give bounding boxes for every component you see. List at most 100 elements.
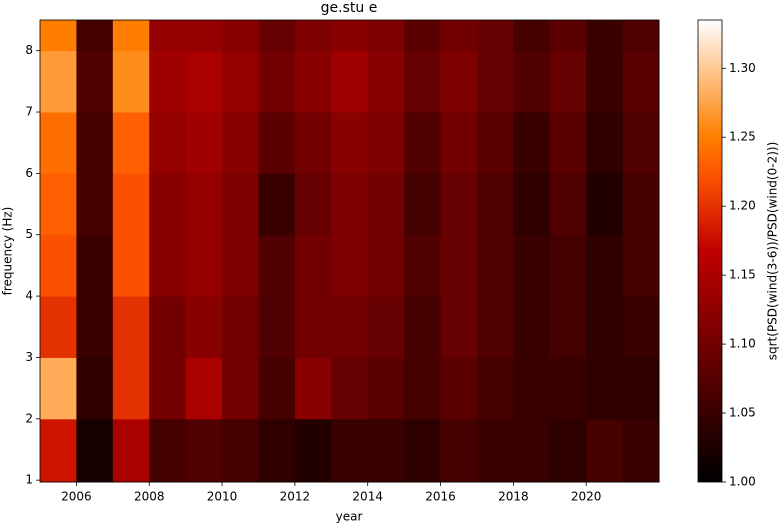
y-tick-label: 5 xyxy=(25,227,33,241)
x-tick-label: 2006 xyxy=(61,490,92,504)
heat-cell xyxy=(294,173,332,236)
heat-cell xyxy=(222,20,259,52)
heat-cell xyxy=(76,234,114,297)
heat-cell xyxy=(549,234,587,297)
heat-cell xyxy=(222,357,259,420)
heat-cell xyxy=(549,296,587,358)
heat-cell xyxy=(258,112,296,174)
heat-cell xyxy=(513,234,551,297)
y-tick-label: 3 xyxy=(25,350,33,364)
heat-cell xyxy=(294,234,332,297)
heat-cell xyxy=(40,234,77,297)
x-tick-label: 2008 xyxy=(134,490,165,504)
heat-cell xyxy=(476,234,514,297)
heat-cell xyxy=(586,357,624,420)
colorbar-tick-label: 1.05 xyxy=(729,406,756,420)
heat-cell xyxy=(476,50,514,113)
heat-cell xyxy=(185,173,223,236)
heat-cell xyxy=(476,173,514,236)
heat-cell xyxy=(622,357,660,420)
heat-cell xyxy=(440,20,478,52)
y-tick-label: 4 xyxy=(25,289,33,303)
heat-cell xyxy=(258,173,296,236)
heat-cell xyxy=(367,50,405,113)
colorbar-tick-label: 1.25 xyxy=(729,130,756,144)
heat-cell xyxy=(222,296,259,358)
x-tick-label: 2012 xyxy=(280,490,311,504)
heat-cell xyxy=(40,357,77,420)
heat-cell xyxy=(586,234,624,297)
y-tick-label: 8 xyxy=(25,43,33,57)
heat-cell xyxy=(404,296,442,358)
heat-cell xyxy=(185,234,223,297)
heat-cell xyxy=(149,20,187,52)
heat-cell xyxy=(367,112,405,174)
heat-cell xyxy=(294,357,332,420)
colorbar xyxy=(697,19,723,483)
heat-cell xyxy=(258,296,296,358)
heat-cell xyxy=(622,418,660,483)
heat-cell xyxy=(40,173,77,236)
heat-cell xyxy=(549,418,587,483)
heat-cell xyxy=(112,50,150,113)
heat-cell xyxy=(40,112,77,174)
heat-cell xyxy=(76,50,114,113)
colorbar-tick-label: 1.30 xyxy=(729,61,756,75)
heat-cell xyxy=(149,173,187,236)
heat-cell xyxy=(258,20,296,52)
heat-cell xyxy=(440,234,478,297)
heat-cell xyxy=(185,20,223,52)
heat-cell xyxy=(440,296,478,358)
heat-cell xyxy=(112,173,150,236)
heat-cell xyxy=(586,50,624,113)
heat-cell xyxy=(404,50,442,113)
y-tick-label: 2 xyxy=(25,411,33,425)
heat-cell xyxy=(622,173,660,236)
heat-cell xyxy=(185,296,223,358)
heat-cell xyxy=(40,296,77,358)
y-tick-label: 6 xyxy=(25,166,33,180)
heat-cell xyxy=(549,20,587,52)
heat-cell xyxy=(149,112,187,174)
heat-cell xyxy=(331,296,369,358)
heat-cell xyxy=(367,20,405,52)
heat-cell xyxy=(367,296,405,358)
colorbar-tick-label: 1.00 xyxy=(729,475,756,489)
heat-cell xyxy=(149,418,187,483)
heat-cell xyxy=(112,357,150,420)
heat-cell xyxy=(258,357,296,420)
y-axis-label: frequency (Hz) xyxy=(1,207,15,296)
x-axis-label: year xyxy=(336,510,363,524)
heat-cell xyxy=(404,234,442,297)
heat-cell xyxy=(622,296,660,358)
heat-cell xyxy=(367,418,405,483)
heat-cell xyxy=(331,357,369,420)
heat-cell xyxy=(476,296,514,358)
heat-cell xyxy=(294,296,332,358)
heat-cell xyxy=(549,50,587,113)
heat-cell xyxy=(404,357,442,420)
heat-cell xyxy=(40,418,77,483)
heat-cell xyxy=(149,50,187,113)
heat-cell xyxy=(112,112,150,174)
heat-cell xyxy=(76,357,114,420)
heat-cell xyxy=(440,50,478,113)
heat-cell xyxy=(476,357,514,420)
colorbar-tick-label: 1.15 xyxy=(729,268,756,282)
heat-cell xyxy=(404,418,442,483)
heat-cell xyxy=(440,357,478,420)
heat-cell xyxy=(222,173,259,236)
heat-cell xyxy=(586,112,624,174)
heat-cell xyxy=(440,418,478,483)
heat-cell xyxy=(586,418,624,483)
heat-cell xyxy=(258,234,296,297)
heat-cell xyxy=(367,173,405,236)
heat-cell xyxy=(112,418,150,483)
heat-cell xyxy=(331,50,369,113)
heat-cell xyxy=(586,173,624,236)
heat-cell xyxy=(513,50,551,113)
heat-cell xyxy=(586,296,624,358)
heat-cell xyxy=(76,418,114,483)
heat-cell xyxy=(331,173,369,236)
